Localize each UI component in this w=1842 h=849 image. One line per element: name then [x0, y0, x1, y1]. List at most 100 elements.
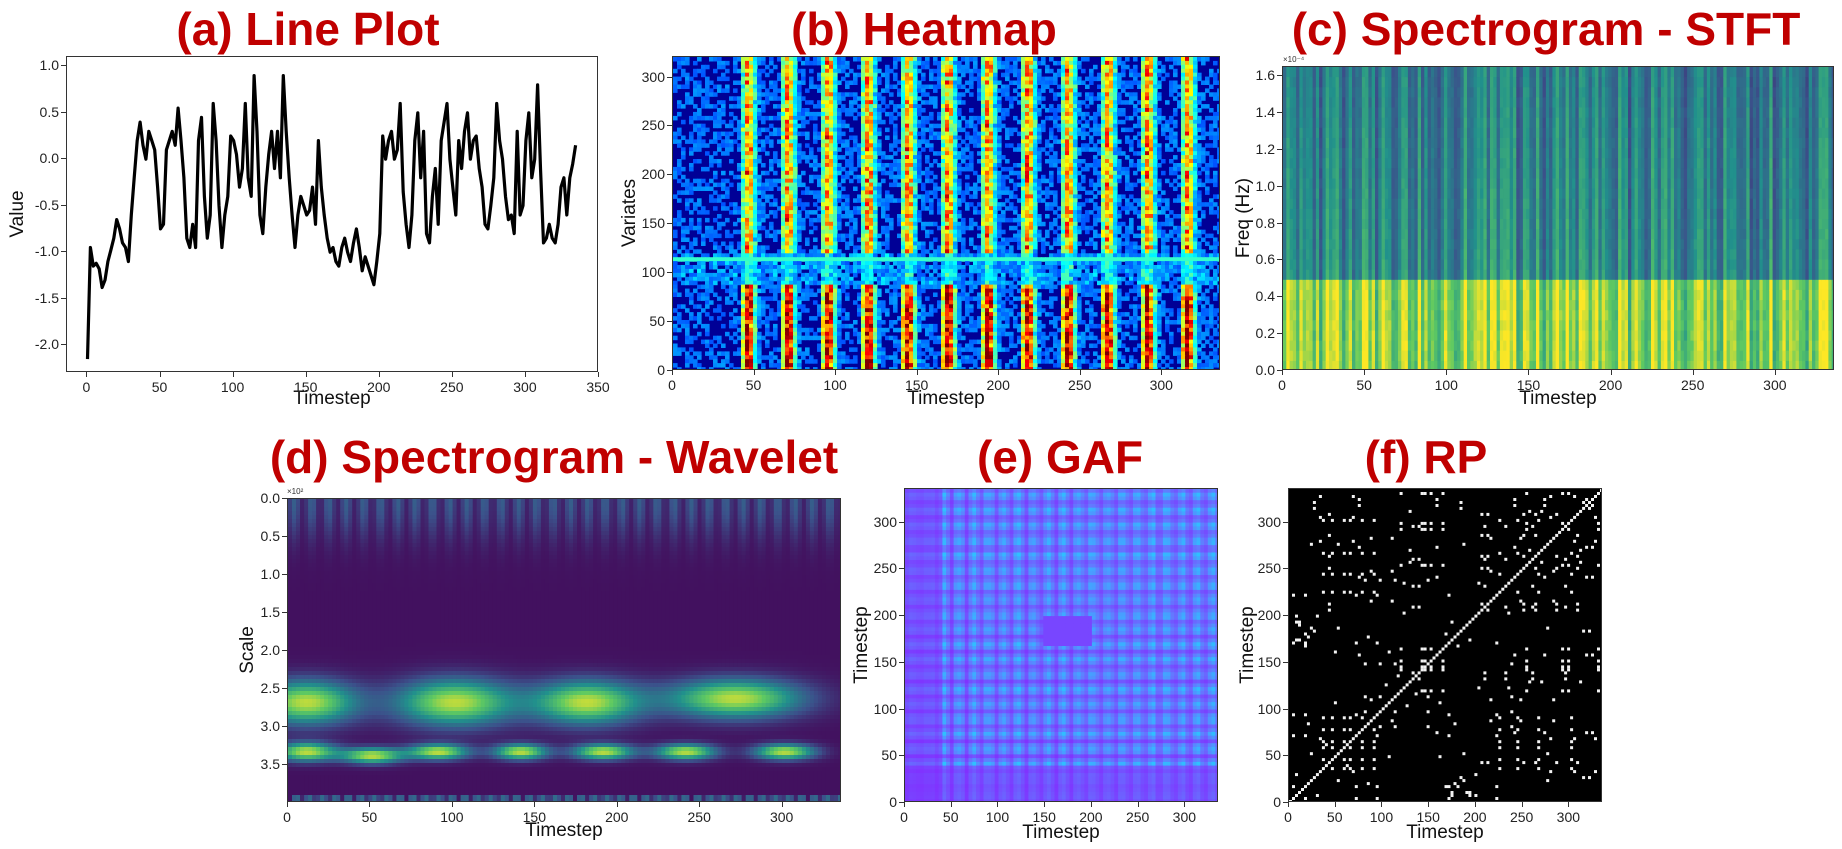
heatmap-cell: [1021, 84, 1026, 89]
heatmap-cell: [961, 166, 966, 172]
heatmap-cell: [873, 206, 878, 211]
heatmap-cell: [945, 139, 950, 144]
heatmap-cell: [1185, 104, 1190, 109]
heatmap-cell: [1209, 84, 1214, 89]
heatmap-cell: [925, 194, 930, 199]
heatmap-cell: [833, 100, 838, 105]
heatmap-cell: [753, 119, 758, 125]
heatmap-cell: [1145, 88, 1150, 93]
heatmap-cell: [1169, 229, 1174, 235]
heatmap-cell: [769, 194, 774, 199]
heatmap-cell: [1025, 64, 1030, 70]
heatmap-cell: [745, 253, 750, 258]
heatmap-cell: [929, 257, 934, 262]
heatmap-cell: [961, 225, 966, 231]
heatmap-cell: [1145, 159, 1150, 164]
heatmap-cell: [721, 60, 726, 66]
heatmap-cell: [781, 163, 786, 168]
heatmap-cell: [1033, 198, 1038, 203]
heatmap-cell: [1153, 64, 1158, 70]
heatmap-cell: [1029, 229, 1034, 235]
heatmap-cell: [769, 92, 774, 97]
heatmap-cell: [901, 245, 906, 250]
heatmap-cell: [993, 198, 998, 203]
heatmap-cell: [1145, 57, 1150, 62]
heatmap-cell: [893, 135, 898, 140]
heatmap-cell: [729, 202, 734, 207]
heatmap-cell: [929, 96, 934, 101]
heatmap-cell: [905, 166, 910, 172]
heatmap-cell: [889, 174, 894, 180]
heatmap-cell: [797, 210, 802, 215]
heatmap-cell: [1085, 76, 1090, 82]
heatmap-cell: [1001, 229, 1006, 235]
heatmap-cell: [817, 194, 822, 199]
heatmap-cell: [757, 80, 762, 85]
heatmap-cell: [1205, 202, 1210, 207]
heatmap-cell: [749, 64, 754, 70]
heatmap-cell: [1061, 174, 1066, 180]
heatmap-cell: [1121, 64, 1126, 70]
heatmap-cell: [929, 84, 934, 89]
heatmap-cell: [813, 237, 818, 242]
heatmap-cell: [697, 68, 702, 74]
heatmap-cell: [901, 68, 906, 74]
heatmap-cell: [761, 92, 766, 97]
heatmap-cell: [1109, 111, 1114, 117]
heatmap-cell: [757, 96, 762, 101]
heatmap-cell: [785, 139, 790, 144]
heatmap-cell: [689, 186, 694, 191]
heatmap-cell: [945, 68, 950, 74]
heatmap-cell: [1137, 84, 1142, 89]
heatmap-cell: [1153, 170, 1158, 176]
heatmap-cell: [781, 261, 786, 266]
heatmap-cell: [909, 155, 914, 160]
heatmap-cell: [1005, 135, 1010, 140]
heatmap-cell: [841, 261, 846, 266]
heatmap-cell: [905, 57, 910, 62]
heatmap-cell: [977, 174, 982, 180]
heatmap-cell: [825, 127, 830, 133]
heatmap-cell: [949, 139, 954, 144]
heatmap-cell: [1153, 96, 1158, 101]
heatmap-cell: [981, 100, 986, 105]
heatmap-cell: [977, 257, 982, 262]
heatmap-cell: [793, 147, 798, 152]
heatmap-cell: [985, 178, 990, 184]
heatmap-cell: [781, 233, 786, 239]
heatmap-cell: [1193, 182, 1198, 188]
heatmap-cell: [917, 245, 922, 250]
heatmap-cell: [873, 84, 878, 89]
heatmap-cell: [1129, 261, 1134, 266]
heatmap-cell: [1141, 241, 1146, 246]
heatmap-cell: [717, 182, 722, 188]
heatmap-cell: [833, 92, 838, 97]
heatmap-cell: [1181, 135, 1186, 140]
heatmap-cell: [1021, 198, 1026, 203]
heatmap-cell: [1121, 241, 1126, 246]
heatmap-cell: [1189, 135, 1194, 140]
heatmap-cell: [717, 123, 722, 129]
heatmap-cell: [981, 57, 986, 62]
heatmap-cell: [1029, 119, 1034, 125]
heatmap-cell: [849, 214, 854, 219]
heatmap-cell: [821, 57, 826, 62]
heatmap-cell: [1189, 237, 1194, 242]
heatmap-cell: [1037, 237, 1042, 242]
heatmap-cell: [969, 155, 974, 160]
heatmap-cell: [1065, 68, 1070, 74]
heatmap-cell: [873, 80, 878, 85]
heatmap-cell: [1101, 182, 1106, 188]
heatmap-cell: [1033, 108, 1038, 113]
heatmap-cell: [925, 159, 930, 164]
heatmap-cell: [833, 68, 838, 74]
heatmap-cell: [909, 104, 914, 109]
heatmap-cell: [1169, 210, 1174, 215]
heatmap-cell: [793, 123, 798, 129]
heatmap-cell: [901, 139, 906, 144]
heatmap-cell: [933, 60, 938, 66]
heatmap-cell: [913, 159, 918, 164]
heatmap-cell: [745, 214, 750, 219]
heatmap-cell: [985, 229, 990, 235]
heatmap-cell: [993, 253, 998, 258]
